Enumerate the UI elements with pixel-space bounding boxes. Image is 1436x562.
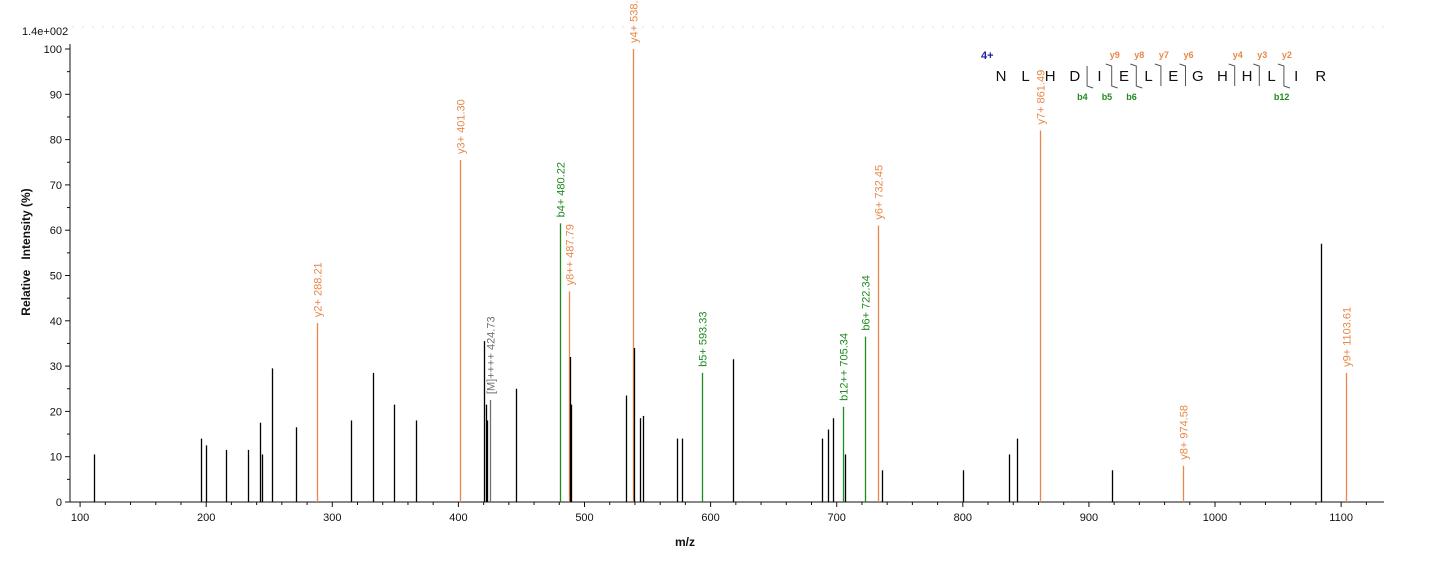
y-tick-label: 80	[50, 135, 62, 147]
peak-label: y8++ 487.79	[565, 224, 577, 285]
y-ion-mark: y3	[1257, 50, 1267, 60]
y-tick-label: 0	[56, 497, 62, 509]
peak-label: b5+ 593.33	[698, 312, 710, 367]
y-ion-mark: y4	[1233, 50, 1243, 60]
y-ion-mark: y8	[1134, 50, 1144, 60]
cleavage-mark	[1228, 63, 1236, 86]
sequence-residue: N	[996, 68, 1007, 85]
y-tick-label: 20	[50, 406, 62, 418]
b-ion-mark: b6	[1126, 92, 1137, 102]
y-ion-mark: y7	[1159, 50, 1169, 60]
y-tick-label: 60	[50, 225, 62, 237]
peak-labels: y2+ 288.21 y3+ 401.30 [M]++++ 424.73 b4+ 48…	[313, 0, 1354, 460]
peak-label: y2+ 288.21	[313, 262, 325, 317]
x-tick-label: 100	[71, 512, 89, 524]
x-tick-label: 1100	[1329, 512, 1353, 524]
peaks	[93, 49, 1348, 502]
y-ion-mark: y6	[1184, 50, 1194, 60]
sequence-residue: L	[1267, 68, 1275, 85]
peak-label: [M]++++ 424.73	[486, 316, 498, 394]
max-intensity-label: 1.4e+002	[22, 26, 68, 38]
b-ion-mark: b12	[1274, 92, 1290, 102]
x-tick-label: 800	[954, 512, 972, 524]
x-tick-label: 1000	[1203, 512, 1227, 524]
peak-label: y9+ 1103.61	[1342, 307, 1354, 367]
sequence-residue: H	[1242, 68, 1253, 85]
x-ticks: 100 200 300 400 500 600 700 800 900 1000 1100	[71, 502, 1367, 524]
sequence-residue: D	[1069, 68, 1080, 85]
y-ticks: 0 10 20 30 40 50 60 70 80 90 100	[44, 44, 70, 509]
peak-label: y3+ 401.30	[456, 99, 468, 154]
y-tick-label: 10	[50, 452, 62, 464]
cleavage-mark	[1086, 66, 1094, 89]
y-ion-mark: y2	[1282, 50, 1292, 60]
sequence-residue: L	[1144, 68, 1152, 85]
y-tick-label: 100	[44, 44, 62, 56]
sequence-residue: H	[1045, 68, 1056, 85]
cleavage-mark	[1154, 63, 1162, 86]
precursor-charge: 4+	[981, 50, 994, 62]
x-tick-label: 300	[323, 512, 341, 524]
x-tick-label: 900	[1080, 512, 1098, 524]
b-ion-mark: b5	[1102, 92, 1113, 102]
sequence-residue: E	[1119, 68, 1129, 85]
b-ion-mark: b4	[1077, 92, 1088, 102]
x-tick-label: 700	[828, 512, 846, 524]
x-tick-label: 400	[449, 512, 467, 524]
y-tick-label: 40	[50, 316, 62, 328]
cleavage-mark	[1253, 63, 1260, 86]
sequence-residue: L	[1021, 68, 1029, 85]
x-tick-label: 600	[701, 512, 719, 524]
y-tick-label: 70	[50, 180, 62, 192]
peak-label: y7+ 861.49	[1036, 70, 1048, 125]
peak-label: b12++ 705.34	[839, 333, 851, 401]
y-tick-label: 30	[50, 361, 62, 373]
peak-label: y4+ 538.36	[629, 0, 641, 43]
y-tick-label: 90	[50, 89, 62, 101]
x-tick-label: 200	[197, 512, 215, 524]
x-axis-title: m/z	[675, 535, 695, 549]
cleavage-mark	[1105, 63, 1118, 89]
sequence-residue: H	[1217, 68, 1228, 85]
y-ion-mark: y9	[1110, 50, 1120, 60]
x-tick-label: 500	[575, 512, 593, 524]
sequence-residue: I	[1097, 68, 1101, 85]
sequence-residue: R	[1315, 68, 1326, 85]
peak-label: y8+ 974.58	[1179, 405, 1191, 460]
cleavage-mark	[1179, 63, 1186, 86]
sequence-residue: G	[1192, 68, 1204, 85]
sequence-residue: E	[1168, 68, 1178, 85]
peak-label: b6+ 722.34	[861, 275, 873, 330]
cleavage-mark	[1277, 63, 1291, 89]
peak-label: y6+ 732.45	[874, 165, 886, 220]
cleavage-mark	[1130, 63, 1143, 89]
sequence-residue: I	[1294, 68, 1298, 85]
peak-label: b4+ 480.22	[556, 162, 568, 217]
y-axis-title: Relative Intensity (%)	[19, 188, 33, 315]
y-tick-label: 50	[50, 271, 62, 283]
